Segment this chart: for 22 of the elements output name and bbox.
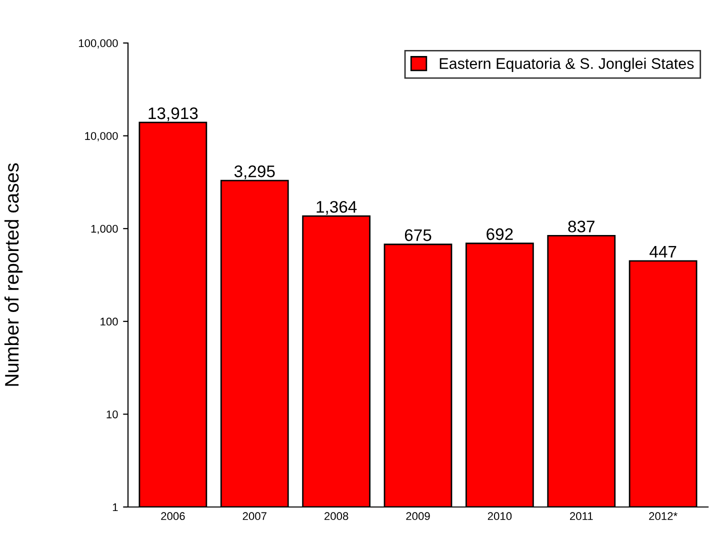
data-label: 13,913 (148, 107, 198, 122)
data-label: 447 (650, 246, 676, 258)
data-label: 3,295 (234, 165, 275, 180)
x-tick-label: 2009 (406, 512, 430, 520)
y-tick-label: 100,000 (78, 39, 118, 48)
x-tick-label: 2012* (649, 512, 678, 520)
y-tick-label: 10 (106, 410, 118, 418)
y-axis-title: Number of reported cases (4, 163, 23, 386)
data-label: 675 (404, 229, 432, 242)
y-tick-label: 10,000 (85, 132, 118, 142)
data-label: 692 (486, 228, 513, 240)
x-tick-label: 2007 (242, 512, 266, 520)
data-label: 837 (568, 220, 594, 232)
data-label: 1,364 (316, 200, 357, 215)
legend-label: Eastern Equatoria & S. Jonglei States (440, 58, 694, 72)
y-tick-label: 1 (112, 503, 118, 512)
x-tick-label: 2008 (324, 512, 348, 520)
x-tick-label: 2011 (570, 512, 593, 520)
x-tick-label: 2010 (488, 512, 512, 520)
y-tick-label: 100 (100, 318, 118, 326)
y-tick-label: 1,000 (91, 224, 118, 234)
x-tick-label: 2006 (161, 512, 185, 520)
